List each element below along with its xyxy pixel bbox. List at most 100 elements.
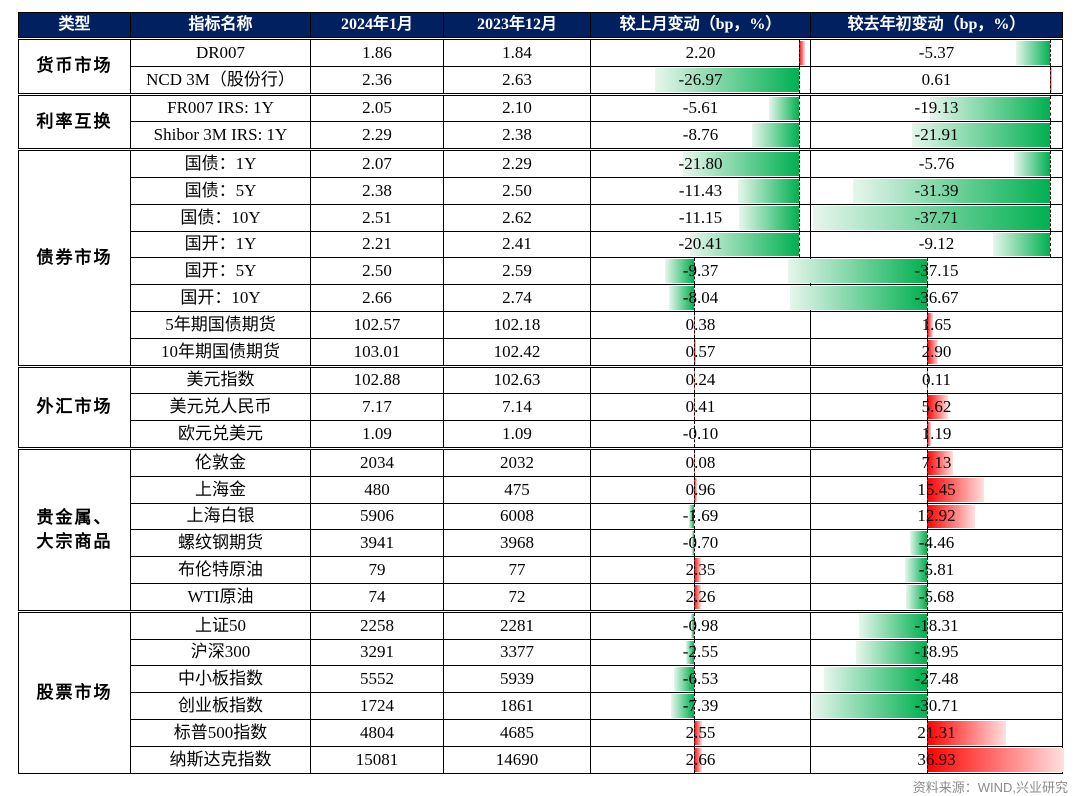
value-dec-2023: 2.50 <box>444 177 591 204</box>
change-value: -27.48 <box>915 669 959 688</box>
header-indicator: 指标名称 <box>131 13 311 39</box>
header-ytd-change: 较去年初变动（bp，%） <box>811 13 1063 39</box>
value-jan-2024: 2.66 <box>311 285 444 312</box>
indicator-name: 欧元兑美元 <box>131 421 311 449</box>
value-dec-2023: 6008 <box>444 503 591 530</box>
indicator-name: 伦敦金 <box>131 448 311 476</box>
ytd-change-cell: 12.92 <box>811 503 1063 530</box>
data-bar-axis <box>1050 232 1051 258</box>
value-dec-2023: 4685 <box>444 719 591 746</box>
indicator-name: 布伦特原油 <box>131 557 311 584</box>
value-jan-2024: 7.17 <box>311 394 444 421</box>
change-value: -11.15 <box>679 208 722 227</box>
change-value: -5.61 <box>683 98 718 117</box>
mom-change-cell: 0.57 <box>591 338 811 366</box>
value-jan-2024: 2.51 <box>311 204 444 231</box>
value-dec-2023: 3968 <box>444 530 591 557</box>
ytd-change-cell: -30.71 <box>811 693 1063 720</box>
change-value: 15.45 <box>917 480 955 499</box>
ytd-change-cell: 2.90 <box>811 338 1063 366</box>
data-bar-axis <box>1050 122 1051 148</box>
change-value: -37.15 <box>915 261 959 280</box>
value-dec-2023: 2.62 <box>444 204 591 231</box>
change-value: 2.35 <box>686 560 716 579</box>
mom-change-cell: -0.70 <box>591 530 811 557</box>
value-jan-2024: 2.07 <box>311 150 444 178</box>
negative-data-bar <box>993 233 1050 257</box>
value-dec-2023: 2032 <box>444 448 591 476</box>
mom-change-cell: 0.08 <box>591 448 811 476</box>
value-jan-2024: 2258 <box>311 611 444 639</box>
ytd-change-cell: -37.15 <box>811 258 1063 285</box>
ytd-change-cell: -27.48 <box>811 666 1063 693</box>
change-value: 0.96 <box>686 480 716 499</box>
negative-data-bar <box>655 68 799 92</box>
ytd-change-cell: -18.31 <box>811 611 1063 639</box>
ytd-change-cell: -5.68 <box>811 583 1063 611</box>
change-value: 7.13 <box>922 453 952 472</box>
value-jan-2024: 79 <box>311 557 444 584</box>
change-value: -21.80 <box>679 154 723 173</box>
data-bar-axis <box>799 205 800 231</box>
change-value: -11.43 <box>679 181 722 200</box>
change-value: -21.91 <box>915 125 959 144</box>
ytd-change-cell: 1.65 <box>811 311 1063 338</box>
change-value: -7.39 <box>683 696 718 715</box>
mom-change-cell: -9.37 <box>591 258 811 285</box>
change-value: -20.41 <box>679 234 723 253</box>
change-value: -9.37 <box>683 261 718 280</box>
mom-change-cell: -26.97 <box>591 66 811 94</box>
mom-change-cell: 2.26 <box>591 583 811 611</box>
indicator-name: 国开：1Y <box>131 231 311 258</box>
data-bar-axis <box>1050 67 1051 93</box>
mom-change-cell: -21.80 <box>591 150 811 178</box>
change-value: -18.95 <box>915 642 959 661</box>
change-value: 5.62 <box>922 397 952 416</box>
negative-data-bar <box>788 259 927 283</box>
data-bar-axis <box>1050 151 1051 177</box>
value-jan-2024: 2.29 <box>311 122 444 150</box>
mom-change-cell: -20.41 <box>591 231 811 258</box>
data-bar-axis <box>1050 178 1051 204</box>
mom-change-cell: 0.38 <box>591 311 811 338</box>
value-jan-2024: 2.05 <box>311 94 444 122</box>
value-dec-2023: 77 <box>444 557 591 584</box>
negative-data-bar <box>812 694 927 718</box>
data-bar-axis <box>799 96 800 122</box>
change-value: -4.46 <box>919 533 954 552</box>
change-value: 0.08 <box>686 453 716 472</box>
change-value: 12.92 <box>917 506 955 525</box>
change-value: -0.98 <box>683 616 718 635</box>
value-jan-2024: 5906 <box>311 503 444 530</box>
change-value: -8.04 <box>683 288 718 307</box>
header-jan-2024: 2024年1月 <box>311 13 444 39</box>
mom-change-cell: -0.10 <box>591 421 811 449</box>
data-bar-axis <box>799 122 800 148</box>
data-bar-axis <box>1050 96 1051 122</box>
value-dec-2023: 3377 <box>444 639 591 666</box>
change-value: -5.81 <box>919 560 954 579</box>
negative-data-bar <box>790 286 927 310</box>
negative-data-bar <box>1014 152 1050 176</box>
ytd-change-cell: -21.91 <box>811 122 1063 150</box>
indicator-name: 国债：1Y <box>131 150 311 178</box>
indicator-name: 5年期国债期货 <box>131 311 311 338</box>
indicator-name: WTI原油 <box>131 583 311 611</box>
negative-data-bar <box>738 179 799 203</box>
change-value: -5.37 <box>919 43 954 62</box>
change-value: 0.38 <box>686 315 716 334</box>
change-value: -36.67 <box>915 288 959 307</box>
ytd-change-cell: 0.11 <box>811 366 1063 394</box>
value-jan-2024: 2.38 <box>311 177 444 204</box>
category-cell: 外汇市场 <box>19 366 131 448</box>
indicator-name: 国开：5Y <box>131 258 311 285</box>
change-value: 1.19 <box>922 424 952 443</box>
